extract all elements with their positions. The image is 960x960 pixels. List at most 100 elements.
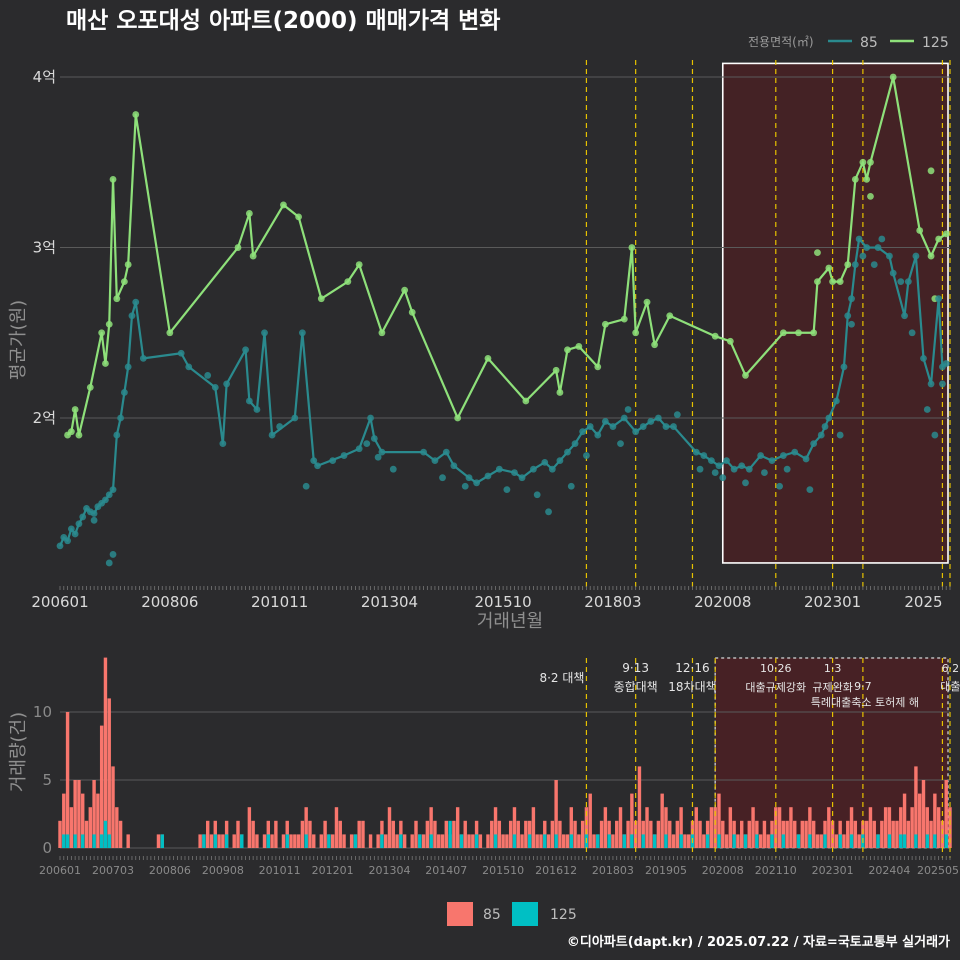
series-85-point-92 [874,244,882,251]
volume-x-tick-1: 200703 [92,864,134,877]
volume-panel: 0 5 10 8·2 대책 9·13 종합대책 12·16 18차대책 10·26 대출규제강화 1… [33,657,960,877]
volume-bar-125-195 [796,834,801,848]
series-85-point-93 [886,252,893,260]
volume-bar-85-225 [910,807,914,848]
volume-bar-85-199 [811,820,816,848]
series-125-point-33 [601,320,609,328]
series-85-point-20 [132,298,140,306]
volume-bar-125-131 [554,834,558,848]
volume-bar-85-9 [92,780,96,848]
volume-bar-125-145 [607,834,611,848]
volume-x-tick-14: 202301 [812,864,854,877]
volume-bar-125-231 [933,834,937,848]
series-125-point-31 [575,343,583,350]
volume-bar-85-100 [437,834,441,848]
volume-bar-85-26 [156,834,161,848]
chart-title: 매산 오포대성 아파트(2000) 매매가격 변화 [66,8,500,34]
volume-bar-85-57 [274,820,278,848]
volume-bar-85-146 [611,834,615,848]
volume-bar-125-90 [399,834,403,848]
volume-bar-85-77 [349,834,354,848]
volume-bar-85-227 [917,793,922,848]
event-date-4: 10·26 [760,662,792,675]
volume-x-tick-7: 201407 [425,864,467,877]
series-125-point-2 [71,406,79,413]
volume-bar-125-184 [755,834,759,848]
series-85-point-42 [431,457,439,465]
series-85-point-6 [79,513,87,521]
series-85-point-117 [545,508,552,516]
volume-bar-85-211 [857,834,861,848]
volume-bar-85-75 [342,834,346,848]
volume-x-tick-8: 201510 [482,864,524,877]
volume-bar-85-190 [777,807,782,848]
volume-bar-85-138 [580,820,585,848]
volume-bar-85-101 [440,834,445,848]
series-85-point-120 [617,440,624,448]
series-85-point-54 [556,457,564,465]
volume-bar-125-149 [622,834,627,848]
volume-x-tick-5: 201201 [312,864,354,877]
volume-bar-125-128 [543,834,547,848]
volume-bar-85-96 [421,834,426,848]
series-125-point-44 [795,329,802,337]
volume-bar-85-11 [99,725,104,848]
volume-bar-85-174 [717,793,721,848]
series-85-point-134 [859,252,867,260]
volume-bar-85-118 [505,834,509,848]
volume-bar-85-87 [387,807,392,848]
series-125-point-23 [401,286,409,294]
volume-bar-85-99 [433,820,437,848]
volume-bar-125-110 [474,834,479,848]
volume-bar-85-137 [577,834,581,848]
series-125-point-13 [166,329,174,337]
series-85-point-115 [503,486,511,494]
series-85-point-111 [374,453,382,461]
series-125-point-49 [836,278,844,286]
series-85-point-100 [935,295,943,303]
volume-bar-125-103 [448,820,452,848]
volume-bar-125-55 [266,834,271,848]
series-85-point-89 [851,261,859,268]
series-85-point-53 [548,465,556,473]
series-125-point-3 [75,431,83,439]
volume-bar-125-160 [664,834,668,848]
series-125-point-56 [916,227,924,234]
volume-bar-125-106 [459,834,464,848]
series-125-point-47 [825,264,833,272]
volume-bar-85-224 [906,820,911,848]
series-125-point-54 [867,158,874,166]
series-85-point-139 [923,406,931,413]
volume-bar-85-37 [198,834,202,848]
series-85-point-110 [363,440,371,448]
volume-bar-85-64 [300,820,305,848]
volume-bar-85-168 [694,807,698,848]
volume-bar-85-143 [599,820,604,848]
series-125-point-17 [280,201,287,209]
series-85-point-131 [821,423,829,430]
price-y-tick-0: 2억 [33,409,56,427]
series-85-point-73 [723,457,730,465]
volume-bar-85-86 [383,834,388,848]
series-125-point-38 [651,341,658,349]
volume-bar-125-120 [512,834,517,848]
series-85-point-57 [579,428,587,436]
series-85-point-85 [832,397,840,405]
event-label-6: 특례대출축소 토허제 해 [811,695,919,709]
series-125-point-60 [867,192,874,200]
series-85-point-34 [310,457,318,465]
volume-x-tick-0: 200601 [39,864,81,877]
series-85-point-114 [461,482,469,490]
volume-bar-85-4 [73,780,77,848]
volume-bar-85-182 [747,820,751,848]
volume-bar-125-222 [899,834,903,848]
legend-title: 전용면적(㎡) [748,35,814,49]
volume-bar-125-38 [202,834,206,848]
price-y-axis-title: 평균가(원) [8,300,29,380]
volume-bar-85-79 [357,820,361,848]
series-85-point-35 [314,462,321,470]
series-85-point-80 [791,448,799,456]
series-85-point-116 [533,491,541,499]
volume-bar-85-217 [880,820,884,848]
volume-bar-125-202 [823,834,827,848]
